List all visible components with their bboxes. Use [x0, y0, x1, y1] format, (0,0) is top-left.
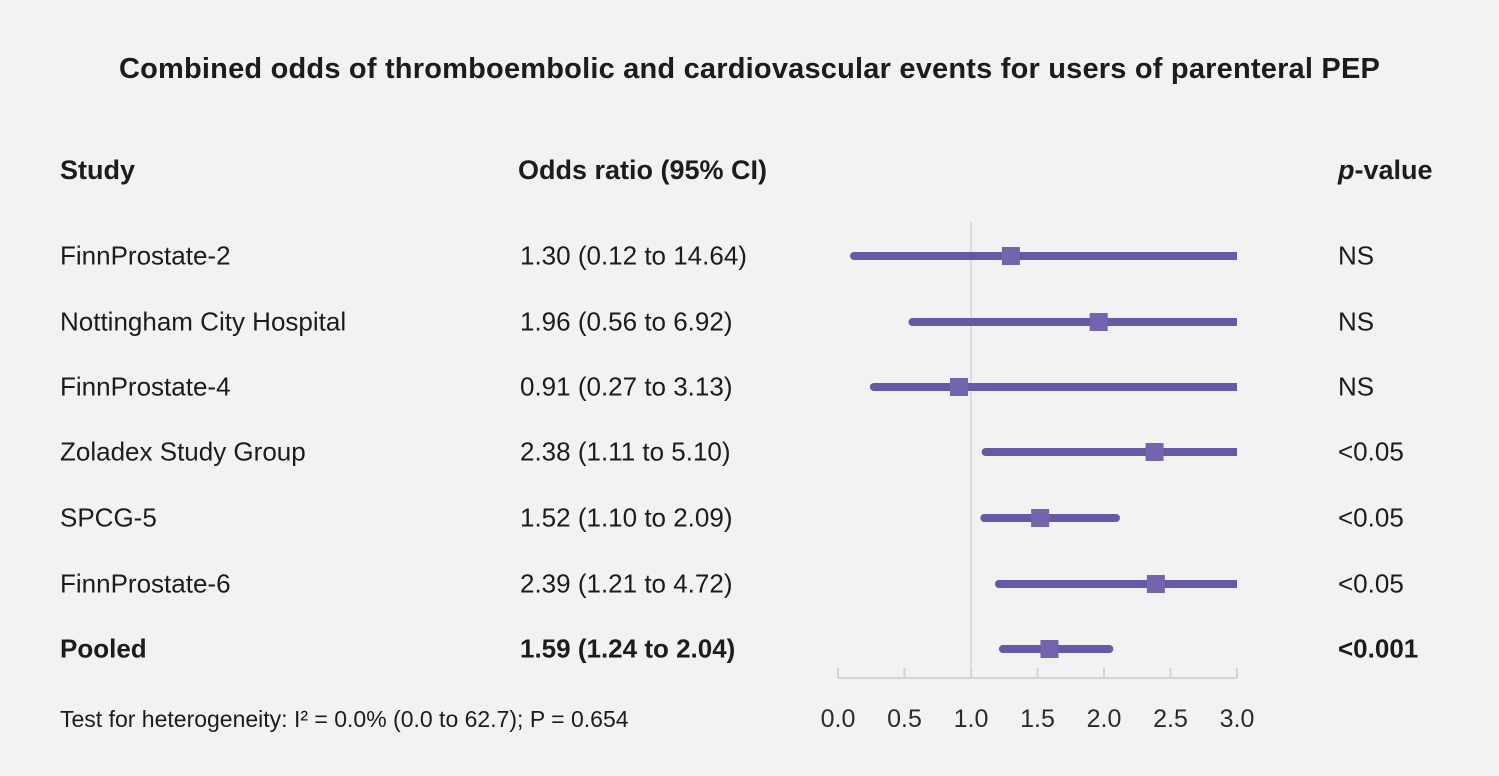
study-name: Zoladex Study Group [60, 436, 306, 467]
p-value: <0.05 [1338, 436, 1404, 467]
p-value: <0.05 [1338, 568, 1404, 599]
ci-line-endcap [980, 514, 989, 522]
odds-ratio-ci: 2.38 (1.11 to 5.10) [520, 436, 731, 467]
p-value: NS [1338, 240, 1375, 271]
ci-line-endcap [994, 580, 1003, 588]
ci-line-endcap [1111, 514, 1120, 522]
point-estimate-marker [1089, 313, 1108, 331]
chart-title: Combined odds of thromboembolic and card… [118, 53, 1381, 85]
point-estimate-marker [1001, 247, 1020, 265]
ci-line-endcap [869, 383, 878, 391]
x-axis-tick-label: 0.5 [887, 705, 922, 733]
p-value: NS [1338, 371, 1375, 402]
study-name: FinnProstate-6 [60, 568, 231, 599]
ci-line-endcap [981, 448, 990, 456]
ci-line-endcap [849, 252, 858, 260]
odds-ratio-ci: 0.91 (0.27 to 3.13) [520, 371, 733, 402]
column-header-study: Study [60, 155, 136, 185]
column-header-odds-ratio: Odds ratio (95% CI) [518, 155, 768, 185]
study-name: Nottingham City Hospital [60, 306, 347, 337]
x-axis-tick-label: 0.0 [821, 705, 856, 733]
study-name: FinnProstate-4 [60, 371, 231, 402]
point-estimate-marker [950, 378, 969, 396]
point-estimate-marker [1146, 575, 1165, 593]
odds-ratio-ci: 1.96 (0.56 to 6.92) [520, 306, 733, 337]
study-name: SPCG-5 [60, 502, 157, 533]
odds-ratio-ci: 1.52 (1.10 to 2.09) [520, 502, 733, 533]
x-axis-tick-label: 2.5 [1153, 705, 1188, 733]
x-axis-tick-label: 1.0 [954, 705, 989, 733]
x-axis-tick-label: 3.0 [1220, 705, 1255, 733]
heterogeneity-footnote: Test for heterogeneity: I² = 0.0% (0.0 t… [60, 706, 629, 732]
odds-ratio-ci: 1.59 (1.24 to 2.04) [520, 633, 736, 664]
p-value: <0.001 [1338, 633, 1419, 664]
p-value-suffix: -value [1354, 155, 1433, 185]
x-axis-tick-label: 2.0 [1087, 705, 1122, 733]
study-name: FinnProstate-2 [60, 240, 231, 271]
odds-ratio-ci: 1.30 (0.12 to 14.64) [520, 240, 747, 271]
ci-line-endcap [998, 645, 1007, 653]
study-name: Pooled [60, 633, 147, 664]
point-estimate-marker [1031, 509, 1050, 527]
column-header-p-value: p-value [1338, 155, 1433, 186]
ci-line-endcap [1105, 645, 1114, 653]
odds-ratio-ci: 2.39 (1.21 to 4.72) [520, 568, 733, 599]
point-estimate-marker [1040, 640, 1059, 658]
point-estimate-marker [1145, 443, 1164, 461]
p-value-italic-p: p [1338, 155, 1355, 185]
ci-line-endcap [908, 318, 917, 326]
p-value: <0.05 [1338, 502, 1404, 533]
p-value: NS [1338, 306, 1375, 337]
x-axis-tick-label: 1.5 [1020, 705, 1055, 733]
